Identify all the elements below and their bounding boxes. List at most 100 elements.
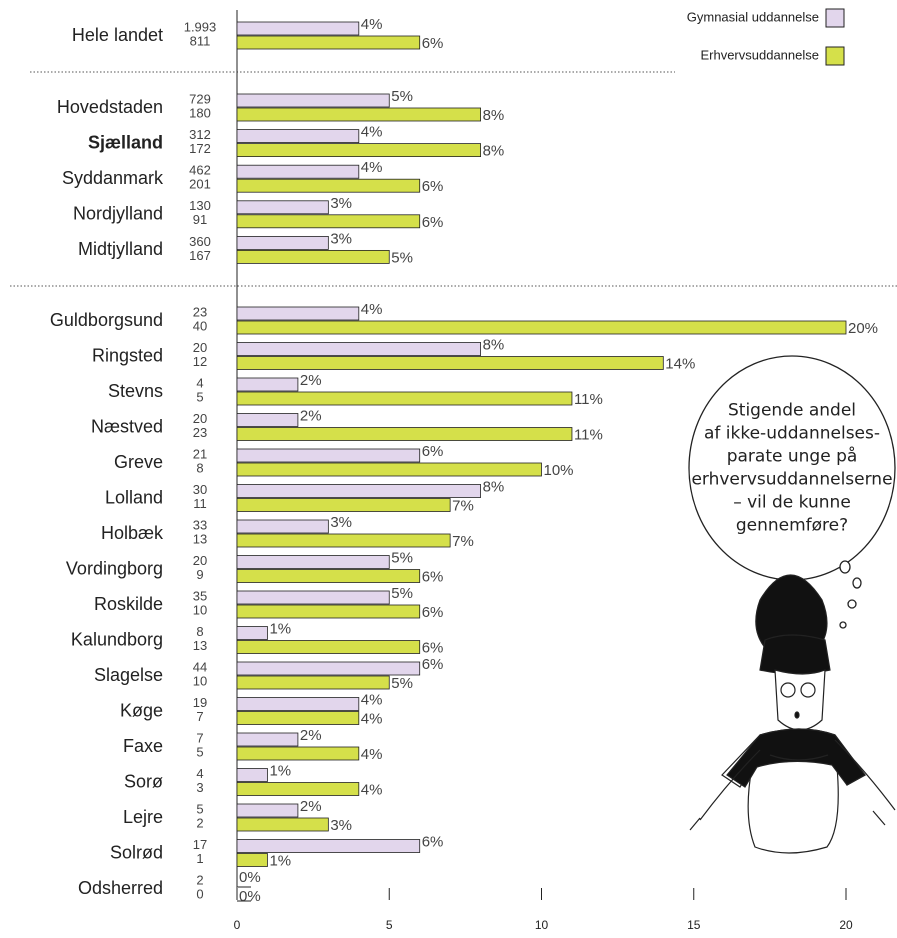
- count-label: 33: [193, 517, 207, 532]
- bar: [236, 320, 847, 335]
- count-label: 811: [190, 33, 211, 48]
- category-label: Hovedstaden: [57, 97, 163, 117]
- category-label: Køge: [120, 700, 163, 720]
- count-label: 1: [196, 851, 203, 866]
- legend-swatch: [825, 46, 845, 66]
- value-label: 5%: [391, 88, 413, 105]
- value-label: 2%: [300, 798, 322, 815]
- count-label: 201: [189, 177, 211, 192]
- count-label: 180: [189, 105, 211, 120]
- category-label: Nordjylland: [73, 204, 163, 224]
- value-label: 7%: [452, 533, 474, 550]
- count-label: 19: [193, 695, 207, 710]
- count-label: 4: [196, 766, 203, 781]
- value-label: 6%: [422, 639, 444, 656]
- count-label: 13: [193, 531, 207, 546]
- category-label: Sorø: [124, 771, 163, 791]
- value-label: 5%: [391, 549, 413, 566]
- value-label: 6%: [422, 35, 444, 52]
- bar: [236, 93, 390, 108]
- bar: [236, 590, 390, 605]
- bar: [236, 569, 421, 583]
- category-label: Kalundborg: [71, 629, 163, 649]
- value-label: 8%: [483, 336, 505, 353]
- count-label: 2: [196, 872, 203, 887]
- thought-bubble: [688, 355, 896, 629]
- bar: [236, 533, 451, 548]
- x-tick-label: 0: [234, 918, 241, 932]
- value-label: 4%: [361, 710, 383, 727]
- bar: [236, 35, 421, 50]
- value-label: 6%: [422, 443, 444, 460]
- annotation: af ikke-uddannelses-: [704, 424, 880, 444]
- bar: [236, 200, 329, 215]
- value-label: 20%: [848, 320, 878, 337]
- bar: [236, 448, 421, 463]
- bar: [236, 21, 360, 36]
- value-label: 0%: [239, 869, 261, 886]
- bar: [236, 498, 451, 512]
- x-tick-label: 15: [687, 918, 701, 932]
- bar: [236, 143, 482, 158]
- count-label: 91: [193, 212, 207, 227]
- value-label: 1%: [269, 852, 291, 869]
- legend-label: Erhvervsuddannelse: [700, 47, 819, 62]
- value-label: 6%: [422, 178, 444, 195]
- value-label: 4%: [361, 301, 383, 318]
- category-label: Sjælland: [88, 132, 163, 152]
- value-label: 8%: [483, 107, 505, 124]
- annotation: – vil de kunne: [733, 493, 851, 513]
- count-label: 5: [196, 389, 203, 404]
- category-label: Midtjylland: [78, 239, 163, 259]
- value-label: 5%: [391, 585, 413, 602]
- count-label: 40: [193, 318, 207, 333]
- category-label: Faxe: [123, 736, 163, 756]
- category-label: Roskilde: [94, 594, 163, 614]
- bar: [236, 626, 268, 640]
- x-tick-label: 20: [839, 918, 853, 932]
- count-label: 10: [193, 673, 207, 688]
- bar: [236, 604, 421, 619]
- illustration: [689, 574, 896, 854]
- count-label: 8: [196, 624, 203, 639]
- count-label: 8: [196, 460, 203, 475]
- count-label: 312: [189, 127, 211, 142]
- category-label: Greve: [114, 452, 163, 472]
- value-label: 14%: [665, 355, 695, 372]
- value-label: 4%: [361, 16, 383, 33]
- value-label: 4%: [361, 781, 383, 798]
- count-label: 7: [196, 709, 203, 724]
- bar: [236, 462, 542, 477]
- count-label: 10: [193, 602, 207, 617]
- count-label: 167: [189, 248, 211, 263]
- count-label: 3: [196, 780, 203, 795]
- bar: [236, 214, 421, 229]
- annotation: gennemføre?: [736, 516, 848, 536]
- category-label: Hele landet: [72, 25, 163, 45]
- count-label: 12: [193, 354, 207, 369]
- count-label: 13: [193, 638, 207, 653]
- category-label: Ringsted: [92, 345, 163, 365]
- value-label: 7%: [452, 497, 474, 514]
- value-label: 4%: [361, 691, 383, 708]
- count-label: 2: [196, 815, 203, 830]
- value-label: 3%: [330, 230, 352, 247]
- bar: [236, 839, 421, 853]
- annotation: erhvervsuddannelserne: [691, 470, 892, 490]
- value-label: 3%: [330, 514, 352, 531]
- x-tick-label: 10: [535, 918, 549, 932]
- bar: [236, 129, 360, 144]
- bar: [236, 413, 299, 427]
- category-label: Vordingborg: [66, 558, 163, 578]
- value-label: 4%: [361, 124, 383, 141]
- annotation: parate unge på: [727, 446, 858, 467]
- count-label: 44: [193, 659, 207, 674]
- value-label: 8%: [483, 478, 505, 495]
- bar: [236, 768, 268, 782]
- value-label: 10%: [544, 462, 574, 479]
- count-label: 0: [196, 886, 203, 901]
- bar: [236, 555, 390, 569]
- bar: [236, 519, 329, 534]
- bar: [236, 391, 573, 406]
- value-label: 11%: [574, 426, 603, 443]
